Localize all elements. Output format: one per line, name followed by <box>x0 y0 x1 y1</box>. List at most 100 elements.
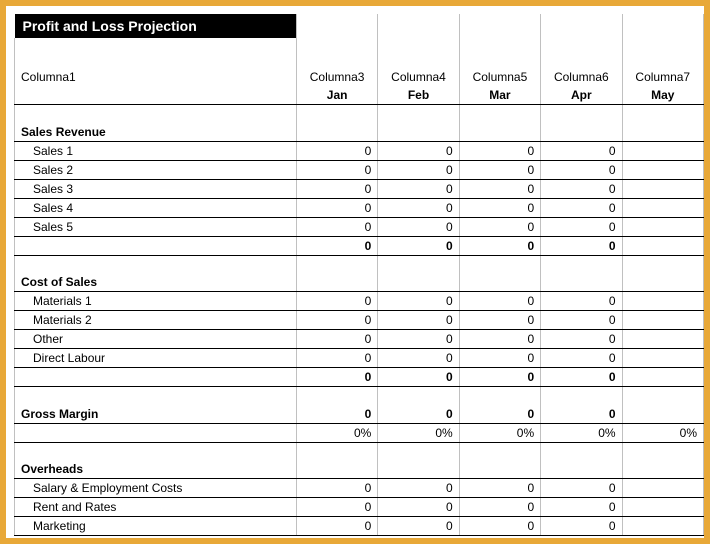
total-cell: 0 <box>541 368 622 387</box>
table-row: Sales 3 0 0 0 0 <box>15 179 704 198</box>
cell[interactable]: 0 <box>296 292 377 311</box>
row-label: Sales 2 <box>15 160 297 179</box>
cell[interactable]: 0 <box>296 349 377 368</box>
cell[interactable]: 0 <box>378 198 459 217</box>
cell[interactable]: 0 <box>459 179 540 198</box>
gross-margin-row: Gross Margin 0 0 0 0 <box>15 405 704 424</box>
row-label: Direct Labour <box>15 349 297 368</box>
table-row: Direct Labour 0 0 0 0 <box>15 349 704 368</box>
cell[interactable]: 0 <box>459 292 540 311</box>
gross-margin-pct-row: 0% 0% 0% 0% 0% <box>15 423 704 442</box>
cell[interactable]: 0 <box>541 498 622 517</box>
colname: Columna4 <box>378 68 459 86</box>
empty-cell <box>15 86 297 105</box>
month-header: Mar <box>459 86 540 105</box>
total-label <box>15 368 297 387</box>
cell[interactable]: 0 <box>459 498 540 517</box>
total-label <box>15 236 297 255</box>
cell[interactable]: 0 <box>378 292 459 311</box>
cell[interactable]: 0 <box>296 498 377 517</box>
month-header: Apr <box>541 86 622 105</box>
cell[interactable]: 0 <box>296 141 377 160</box>
cell[interactable]: 0 <box>296 179 377 198</box>
cell[interactable]: 0 <box>296 198 377 217</box>
cell[interactable]: 0 <box>541 517 622 536</box>
spacer-row <box>15 38 704 68</box>
cell[interactable] <box>622 292 703 311</box>
cell[interactable]: 0 <box>296 160 377 179</box>
cell[interactable]: 0 <box>296 517 377 536</box>
cell[interactable]: 0 <box>541 479 622 498</box>
cell[interactable]: 0 <box>296 330 377 349</box>
section-overheads: Overheads <box>15 460 704 479</box>
colname: Columna3 <box>296 68 377 86</box>
table-row: Sales 4 0 0 0 0 <box>15 198 704 217</box>
total-cell <box>622 236 703 255</box>
table-row: Materials 1 0 0 0 0 <box>15 292 704 311</box>
cell[interactable]: 0 <box>459 160 540 179</box>
cell[interactable]: 0 <box>378 141 459 160</box>
cell[interactable] <box>622 311 703 330</box>
empty-cell <box>296 14 377 38</box>
cell[interactable] <box>622 479 703 498</box>
cell[interactable]: 0 <box>459 517 540 536</box>
cell[interactable]: 0 <box>378 217 459 236</box>
cell[interactable]: 0 <box>296 217 377 236</box>
gm-pct-cell: 0% <box>296 423 377 442</box>
row-label: Sales 4 <box>15 198 297 217</box>
cell[interactable]: 0 <box>378 498 459 517</box>
cell[interactable] <box>622 517 703 536</box>
cell[interactable] <box>622 498 703 517</box>
cell[interactable]: 0 <box>296 311 377 330</box>
cell[interactable]: 0 <box>541 179 622 198</box>
empty-cell <box>459 14 540 38</box>
projection-table: Profit and Loss Projection Columna1 Colu… <box>14 14 704 536</box>
month-header: Feb <box>378 86 459 105</box>
cell[interactable] <box>622 217 703 236</box>
cell[interactable] <box>622 349 703 368</box>
cell[interactable]: 0 <box>459 479 540 498</box>
cell[interactable]: 0 <box>296 479 377 498</box>
cell[interactable]: 0 <box>459 141 540 160</box>
cell[interactable]: 0 <box>459 330 540 349</box>
spreadsheet-sheet: Profit and Loss Projection Columna1 Colu… <box>6 6 704 538</box>
cell[interactable]: 0 <box>541 217 622 236</box>
gm-cell: 0 <box>378 405 459 424</box>
cell[interactable]: 0 <box>459 198 540 217</box>
cell[interactable]: 0 <box>378 349 459 368</box>
cell[interactable]: 0 <box>378 517 459 536</box>
cell[interactable]: 0 <box>541 292 622 311</box>
cell[interactable] <box>622 330 703 349</box>
total-cell: 0 <box>459 236 540 255</box>
cell[interactable]: 0 <box>378 479 459 498</box>
cell[interactable] <box>622 160 703 179</box>
row-label: Materials 1 <box>15 292 297 311</box>
cell[interactable]: 0 <box>378 311 459 330</box>
cell[interactable]: 0 <box>541 330 622 349</box>
total-cell: 0 <box>378 236 459 255</box>
cell[interactable]: 0 <box>541 160 622 179</box>
cell[interactable] <box>622 141 703 160</box>
cell[interactable]: 0 <box>541 311 622 330</box>
cell[interactable]: 0 <box>378 179 459 198</box>
cell[interactable] <box>622 198 703 217</box>
row-label: Sales 1 <box>15 141 297 160</box>
cell[interactable]: 0 <box>459 217 540 236</box>
cell[interactable]: 0 <box>459 349 540 368</box>
row-label: Sales 5 <box>15 217 297 236</box>
cell[interactable]: 0 <box>459 311 540 330</box>
month-header: May <box>622 86 703 105</box>
cell[interactable] <box>622 179 703 198</box>
page-title: Profit and Loss Projection <box>15 14 297 38</box>
table-row: Sales 1 0 0 0 0 <box>15 141 704 160</box>
cell[interactable]: 0 <box>541 349 622 368</box>
colname-label: Columna1 <box>15 68 297 86</box>
cell[interactable]: 0 <box>541 141 622 160</box>
gm-cell: 0 <box>459 405 540 424</box>
cell[interactable]: 0 <box>541 198 622 217</box>
table-row: Materials 2 0 0 0 0 <box>15 311 704 330</box>
section-header: Sales Revenue <box>15 123 297 142</box>
cell[interactable]: 0 <box>378 160 459 179</box>
cell[interactable]: 0 <box>378 330 459 349</box>
table-row: Other 0 0 0 0 <box>15 330 704 349</box>
